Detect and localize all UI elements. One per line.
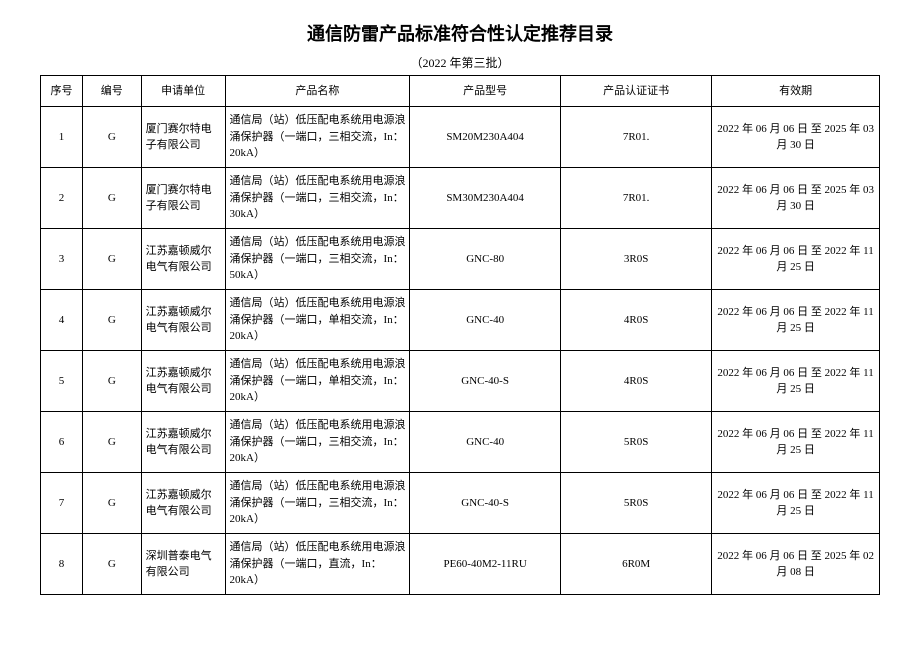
cell-applicant: 江苏嘉顿威尔电气有限公司 [141, 351, 225, 412]
cell-code: G [82, 473, 141, 534]
cell-cert: 4R0S [561, 290, 712, 351]
cell-seq: 1 [41, 107, 83, 168]
cell-seq: 6 [41, 412, 83, 473]
cell-applicant: 江苏嘉顿威尔电气有限公司 [141, 290, 225, 351]
table-row: 1 G 厦门赛尔特电子有限公司 通信局（站）低压配电系统用电源浪涌保护器（一端口… [41, 107, 880, 168]
cell-code: G [82, 168, 141, 229]
cell-model: GNC-40-S [410, 351, 561, 412]
cell-validity: 2022 年 06 月 06 日 至 2022 年 11 月 25 日 [712, 412, 880, 473]
page-subtitle: （2022 年第三批） [40, 54, 880, 71]
cell-cert: 7R01. [561, 168, 712, 229]
cell-applicant: 江苏嘉顿威尔电气有限公司 [141, 229, 225, 290]
cell-validity: 2022 年 06 月 06 日 至 2025 年 03 月 30 日 [712, 168, 880, 229]
cell-seq: 8 [41, 534, 83, 595]
cell-code: G [82, 107, 141, 168]
cell-product-name: 通信局（站）低压配电系统用电源浪涌保护器（一端口，直流，In：20kA） [225, 534, 410, 595]
cell-seq: 4 [41, 290, 83, 351]
cell-applicant: 厦门赛尔特电子有限公司 [141, 168, 225, 229]
table-row: 8 G 深圳普泰电气有限公司 通信局（站）低压配电系统用电源浪涌保护器（一端口，… [41, 534, 880, 595]
cell-model: GNC-40 [410, 412, 561, 473]
cell-code: G [82, 229, 141, 290]
cell-product-name: 通信局（站）低压配电系统用电源浪涌保护器（一端口，三相交流，In：30kA） [225, 168, 410, 229]
cell-cert: 6R0M [561, 534, 712, 595]
cell-model: GNC-40-S [410, 473, 561, 534]
header-model: 产品型号 [410, 76, 561, 107]
cell-product-name: 通信局（站）低压配电系统用电源浪涌保护器（一端口，三相交流，In：20kA） [225, 107, 410, 168]
cell-seq: 5 [41, 351, 83, 412]
header-code: 编号 [82, 76, 141, 107]
table-row: 6 G 江苏嘉顿威尔电气有限公司 通信局（站）低压配电系统用电源浪涌保护器（一端… [41, 412, 880, 473]
cell-product-name: 通信局（站）低压配电系统用电源浪涌保护器（一端口，单相交流，In：20kA） [225, 290, 410, 351]
cell-cert: 4R0S [561, 351, 712, 412]
table-row: 5 G 江苏嘉顿威尔电气有限公司 通信局（站）低压配电系统用电源浪涌保护器（一端… [41, 351, 880, 412]
page-title: 通信防雷产品标准符合性认定推荐目录 [40, 20, 880, 46]
cell-cert: 7R01. [561, 107, 712, 168]
cell-cert: 5R0S [561, 473, 712, 534]
cell-applicant: 深圳普泰电气有限公司 [141, 534, 225, 595]
cell-validity: 2022 年 06 月 06 日 至 2022 年 11 月 25 日 [712, 351, 880, 412]
header-applicant: 申请单位 [141, 76, 225, 107]
cell-validity: 2022 年 06 月 06 日 至 2022 年 11 月 25 日 [712, 229, 880, 290]
cell-code: G [82, 534, 141, 595]
cell-applicant: 江苏嘉顿威尔电气有限公司 [141, 473, 225, 534]
table-row: 4 G 江苏嘉顿威尔电气有限公司 通信局（站）低压配电系统用电源浪涌保护器（一端… [41, 290, 880, 351]
cell-applicant: 厦门赛尔特电子有限公司 [141, 107, 225, 168]
table-row: 3 G 江苏嘉顿威尔电气有限公司 通信局（站）低压配电系统用电源浪涌保护器（一端… [41, 229, 880, 290]
cell-validity: 2022 年 06 月 06 日 至 2025 年 03 月 30 日 [712, 107, 880, 168]
header-cert: 产品认证证书 [561, 76, 712, 107]
cell-model: SM20M230A404 [410, 107, 561, 168]
cell-applicant: 江苏嘉顿威尔电气有限公司 [141, 412, 225, 473]
cell-product-name: 通信局（站）低压配电系统用电源浪涌保护器（一端口，三相交流，In：20kA） [225, 412, 410, 473]
cell-model: GNC-40 [410, 290, 561, 351]
table-row: 7 G 江苏嘉顿威尔电气有限公司 通信局（站）低压配电系统用电源浪涌保护器（一端… [41, 473, 880, 534]
table-header-row: 序号 编号 申请单位 产品名称 产品型号 产品认证证书 有效期 [41, 76, 880, 107]
catalog-table: 序号 编号 申请单位 产品名称 产品型号 产品认证证书 有效期 1 G 厦门赛尔… [40, 75, 880, 595]
table-body: 1 G 厦门赛尔特电子有限公司 通信局（站）低压配电系统用电源浪涌保护器（一端口… [41, 107, 880, 595]
cell-product-name: 通信局（站）低压配电系统用电源浪涌保护器（一端口，三相交流，In：20kA） [225, 473, 410, 534]
cell-code: G [82, 351, 141, 412]
cell-seq: 2 [41, 168, 83, 229]
header-seq: 序号 [41, 76, 83, 107]
cell-validity: 2022 年 06 月 06 日 至 2022 年 11 月 25 日 [712, 290, 880, 351]
cell-validity: 2022 年 06 月 06 日 至 2025 年 02 月 08 日 [712, 534, 880, 595]
cell-model: SM30M230A404 [410, 168, 561, 229]
cell-seq: 7 [41, 473, 83, 534]
cell-product-name: 通信局（站）低压配电系统用电源浪涌保护器（一端口，三相交流，In：50kA） [225, 229, 410, 290]
header-validity: 有效期 [712, 76, 880, 107]
cell-validity: 2022 年 06 月 06 日 至 2022 年 11 月 25 日 [712, 473, 880, 534]
cell-product-name: 通信局（站）低压配电系统用电源浪涌保护器（一端口，单相交流，In：20kA） [225, 351, 410, 412]
header-product-name: 产品名称 [225, 76, 410, 107]
cell-seq: 3 [41, 229, 83, 290]
cell-code: G [82, 290, 141, 351]
cell-model: GNC-80 [410, 229, 561, 290]
cell-model: PE60-40M2-11RU [410, 534, 561, 595]
cell-cert: 5R0S [561, 412, 712, 473]
cell-code: G [82, 412, 141, 473]
cell-cert: 3R0S [561, 229, 712, 290]
table-row: 2 G 厦门赛尔特电子有限公司 通信局（站）低压配电系统用电源浪涌保护器（一端口… [41, 168, 880, 229]
